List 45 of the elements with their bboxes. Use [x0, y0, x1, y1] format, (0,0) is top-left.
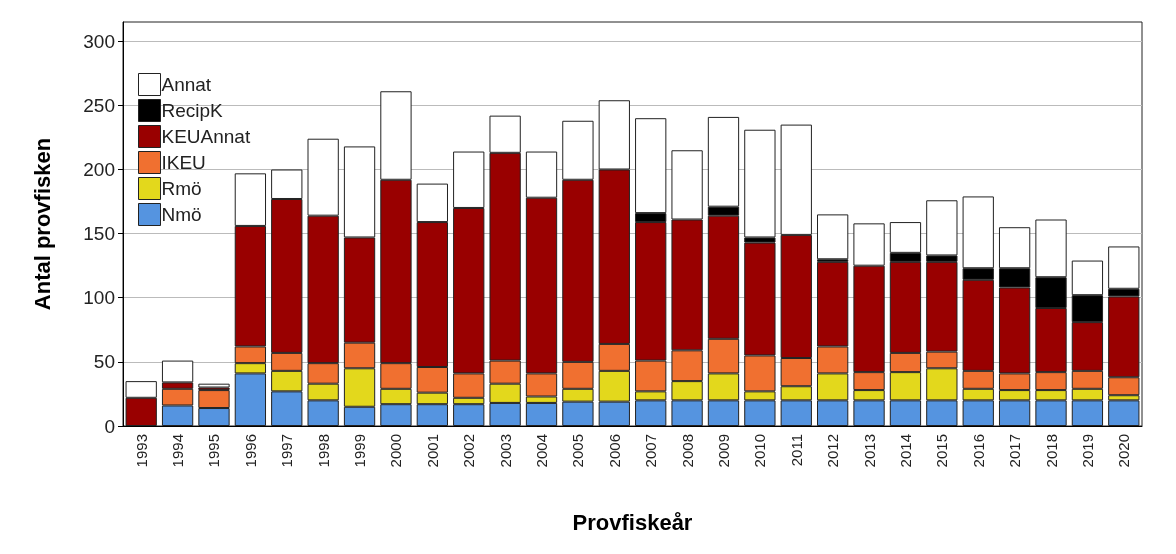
x-tick-label: 2017 — [1006, 434, 1024, 468]
y-tick-label: 50 — [93, 351, 115, 373]
x-tick-label: 1997 — [278, 434, 296, 468]
y-tick-label: 300 — [83, 30, 115, 52]
x-tick-label: 2007 — [642, 434, 660, 468]
legend-label: Rmö — [161, 178, 202, 199]
x-tick-label: 2001 — [423, 434, 441, 468]
y-tick-label: 0 — [104, 415, 115, 437]
x-tick-label: 2010 — [751, 434, 769, 468]
x-tick-label: 2004 — [533, 434, 551, 468]
x-tick-label: 1998 — [314, 434, 332, 468]
y-axis-title: Antal provfisken — [29, 137, 55, 311]
x-tick-label: 1996 — [241, 434, 259, 468]
legend-label: Annat — [161, 74, 212, 95]
x-tick-label: 1993 — [132, 434, 150, 468]
y-tick-label: 250 — [83, 94, 115, 116]
y-tick-label: 150 — [83, 223, 115, 245]
x-tick-label: 2013 — [860, 434, 878, 468]
x-tick-label: 2012 — [824, 434, 842, 468]
x-axis-title: Provfiskeår — [572, 509, 693, 535]
legend-label: KEUAnnat — [161, 126, 251, 147]
x-tick-label: 1999 — [351, 434, 369, 468]
bar — [198, 383, 230, 388]
x-tick-label: 2016 — [969, 434, 987, 468]
x-tick-label: 2008 — [678, 434, 696, 468]
x-tick-label: 2003 — [496, 434, 514, 468]
y-tick-label: 100 — [83, 287, 115, 309]
x-tick-label: 2006 — [605, 434, 623, 468]
x-tick-label: 2020 — [1115, 434, 1133, 468]
x-tick-label: 2005 — [569, 434, 587, 468]
x-tick-label: 2011 — [787, 434, 805, 467]
legend-label: Nmö — [161, 204, 202, 225]
legend-label: RecipK — [161, 100, 224, 121]
legend-label: IKEU — [161, 152, 206, 173]
x-tick-label: 1995 — [205, 434, 223, 468]
x-tick-label: 2018 — [1042, 434, 1060, 468]
x-tick-label: 2014 — [896, 434, 914, 468]
x-tick-label: 2009 — [714, 434, 732, 468]
x-tick-label: 1994 — [169, 434, 187, 468]
x-tick-label: 2002 — [460, 434, 478, 468]
x-tick-label: 2015 — [933, 434, 951, 468]
y-tick-label: 200 — [83, 158, 115, 180]
bar — [817, 214, 849, 260]
x-tick-label: 2019 — [1078, 434, 1096, 468]
x-tick-label: 2000 — [387, 434, 405, 468]
